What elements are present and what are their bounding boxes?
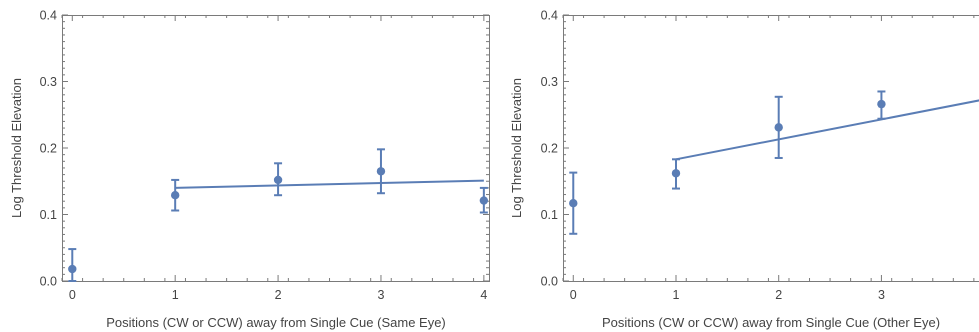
data-point xyxy=(569,198,578,208)
ticks xyxy=(61,14,489,282)
plot-frame xyxy=(62,15,490,282)
y-tick-label: 0.0 xyxy=(541,275,558,289)
x-tick-label: 1 xyxy=(172,288,179,302)
plot-frame xyxy=(563,15,979,282)
data-point xyxy=(774,123,783,132)
x-tick-label: 0 xyxy=(69,288,76,302)
fit-line xyxy=(675,99,979,161)
data-point xyxy=(273,175,283,185)
data-point xyxy=(68,264,77,274)
y-axis-label: Log Threshold Elevation xyxy=(9,78,24,218)
data-point xyxy=(170,191,180,200)
x-axis-label: Positions (CW or CCW) away from Single C… xyxy=(106,315,446,330)
y-tick-label: 0.4 xyxy=(541,9,558,23)
fit-line xyxy=(175,179,484,189)
x-tick-label: 3 xyxy=(878,288,885,302)
data-point xyxy=(376,167,386,176)
data-point xyxy=(479,196,489,205)
x-tick-label: 0 xyxy=(570,288,577,302)
y-tick-label: 0.4 xyxy=(40,9,57,23)
y-axis-label: Log Threshold Elevation xyxy=(509,78,524,218)
x-axis-label: Positions (CW or CCW) away from Single C… xyxy=(602,315,940,330)
data-point xyxy=(671,169,681,178)
y-tick-label: 0.0 xyxy=(40,275,57,289)
data-points xyxy=(569,99,886,208)
y-tick-label: 0.2 xyxy=(541,142,558,156)
data-point xyxy=(877,99,886,109)
y-tick-label: 0.1 xyxy=(541,208,558,222)
x-tick-label: 2 xyxy=(775,288,782,302)
tick-labels: 0 1 2 3 4 0.0 0.1 0.2 0.3 0.4 xyxy=(40,9,488,303)
chart-panel-same-eye: 0 1 2 3 4 0.0 0.1 0.2 0.3 0.4 Positions (CW or CC… xyxy=(9,9,490,330)
fit-line-group xyxy=(675,99,979,161)
y-tick-label: 0.1 xyxy=(40,208,57,222)
x-tick-label: 3 xyxy=(377,288,384,302)
x-tick-label: 4 xyxy=(480,288,487,302)
data-points xyxy=(68,167,489,274)
fit-line-group xyxy=(175,179,484,189)
ticks xyxy=(562,14,975,282)
error-bars xyxy=(68,148,488,282)
y-tick-label: 0.3 xyxy=(541,75,558,89)
y-tick-label: 0.3 xyxy=(40,75,57,89)
x-tick-label: 1 xyxy=(673,288,680,302)
x-tick-label: 2 xyxy=(275,288,282,302)
y-tick-label: 0.2 xyxy=(40,142,57,156)
